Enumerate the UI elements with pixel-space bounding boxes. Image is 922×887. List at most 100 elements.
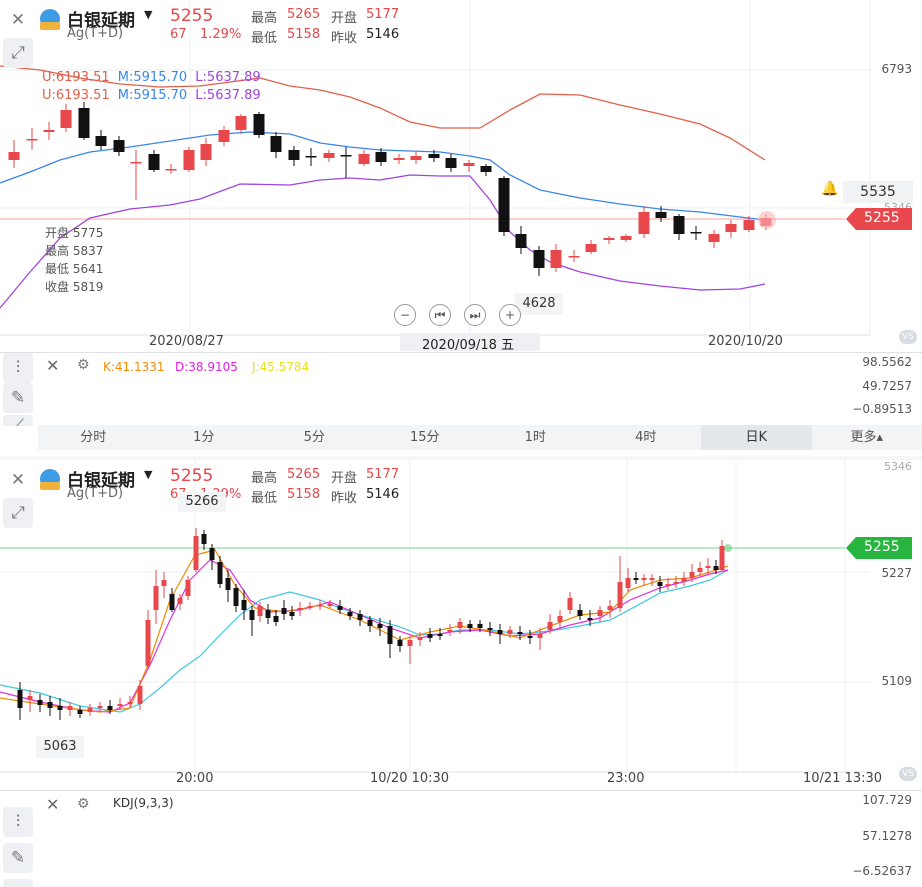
candle <box>87 708 93 712</box>
tab-1min[interactable]: 1分 <box>193 430 215 445</box>
candle <box>567 598 573 610</box>
candle <box>445 158 457 168</box>
panel-divider <box>0 456 922 460</box>
close-icon[interactable]: ✕ <box>46 356 60 375</box>
prev-close-value: 5146 <box>366 27 400 42</box>
instrument-name[interactable]: 白银延期 <box>67 471 135 491</box>
close-icon[interactable]: ✕ <box>10 10 26 30</box>
bottom-chart-panel: ✕ ⤢ 白银延期 ▼ Ag(T+D) 5255 67 1.29% 最高 5265… <box>0 460 922 790</box>
candle <box>607 606 613 610</box>
tab-more[interactable]: 更多▴ <box>850 430 884 445</box>
candle <box>719 546 725 570</box>
candle <box>617 582 623 608</box>
switch-icon[interactable]: VS <box>899 330 917 344</box>
tab-15min[interactable]: 15分 <box>409 430 440 445</box>
kdj-axis-bottom: −6.52637 <box>852 864 912 878</box>
zoom-out-button[interactable]: − <box>394 304 416 326</box>
kdj-panel-intraday: ⫶ ✎ ✕ ⚙ KDJ(9,3,3) 107.729 57.1278 −6.52… <box>0 790 922 887</box>
candle <box>265 610 271 618</box>
chevron-down-icon[interactable]: ▼ <box>144 468 153 481</box>
candle <box>137 686 143 704</box>
intraday-candles <box>17 528 725 720</box>
candle <box>340 155 352 157</box>
tab-1hour[interactable]: 1时 <box>524 430 546 445</box>
expand-icon[interactable]: ⤢ <box>3 38 33 68</box>
candle <box>515 234 527 248</box>
candle <box>169 594 175 610</box>
settings-icon[interactable]: ⚙ <box>77 357 90 373</box>
alert-price-box[interactable]: 5535 <box>843 181 913 203</box>
step-forward-button[interactable]: ⏭ <box>464 304 486 326</box>
candle <box>585 244 597 252</box>
daily-candles <box>8 102 772 276</box>
candle <box>233 588 239 606</box>
candle <box>27 696 33 700</box>
boll-legend-repeat: U:6193.51 M:5915.70 L:5637.89 <box>42 88 261 103</box>
tooltip-high-label: 最高 <box>45 244 70 258</box>
candle <box>253 114 265 135</box>
ma-orange-line <box>0 549 729 713</box>
candle <box>550 250 562 268</box>
settings-icon[interactable]: ⚙ <box>77 796 90 812</box>
candle <box>673 216 685 234</box>
candle <box>649 578 655 580</box>
candle <box>487 628 493 630</box>
logo-icon-base <box>40 22 60 30</box>
trend-icon[interactable]: ⟋ <box>3 415 33 426</box>
candle <box>165 169 177 171</box>
candle <box>273 616 279 622</box>
candle <box>17 690 23 708</box>
candle <box>467 624 473 628</box>
close-icon[interactable]: ✕ <box>46 795 60 814</box>
tab-daily[interactable]: 日K <box>701 425 812 450</box>
daily-chart-canvas[interactable] <box>0 0 922 352</box>
bell-icon[interactable]: 🔔 <box>821 181 839 197</box>
low-value: 5158 <box>287 27 321 42</box>
tab-timeshare[interactable]: 分时 <box>80 430 107 445</box>
candle <box>463 163 475 166</box>
tab-4hour[interactable]: 4时 <box>635 430 657 445</box>
candle <box>367 620 373 626</box>
candle <box>620 236 632 240</box>
pen-icon[interactable]: ✎ <box>3 843 33 873</box>
boll-m-value: M:5915.70 <box>117 88 188 103</box>
tab-5min[interactable]: 5分 <box>303 430 325 445</box>
prev-close-label: 昨收 <box>331 491 358 506</box>
candle <box>725 224 737 232</box>
candle <box>690 232 702 234</box>
kdj-axis-mid: 57.1278 <box>862 829 912 843</box>
candle <box>517 632 523 634</box>
candle <box>697 568 703 572</box>
candle <box>689 572 695 578</box>
candle <box>241 600 247 610</box>
pen-icon[interactable]: ✎ <box>3 383 33 413</box>
expand-icon[interactable]: ⤢ <box>3 498 33 528</box>
candle <box>625 578 631 588</box>
min-price-label: 4628 <box>515 293 563 315</box>
chevron-down-icon[interactable]: ▼ <box>144 8 153 21</box>
candle <box>257 606 263 616</box>
time-label: 23:00 <box>607 771 645 786</box>
candle <box>288 150 300 160</box>
switch-icon[interactable]: VS <box>899 767 917 781</box>
instrument-name[interactable]: 白银延期 <box>67 11 135 31</box>
candle <box>201 534 207 544</box>
candle <box>673 582 679 584</box>
tooltip-close: 5819 <box>72 280 104 294</box>
kdj-axis-mid: 49.7257 <box>862 379 912 393</box>
step-back-button[interactable]: ⏮ <box>429 304 451 326</box>
trend-icon[interactable] <box>3 879 33 887</box>
candlestick-icon[interactable]: ⫶ <box>3 807 33 837</box>
close-icon[interactable]: ✕ <box>10 470 26 490</box>
high-label: 最高 <box>251 471 278 486</box>
candle <box>407 640 413 646</box>
candle <box>78 108 90 138</box>
kdj-panel-daily: ⫶ ✎ ⟋ ✕ ⚙ K:41.1331 D:38.9105 J:45.5784 … <box>0 352 922 426</box>
zoom-in-button[interactable]: + <box>499 304 521 326</box>
candle <box>533 250 545 268</box>
open-value: 5177 <box>366 7 400 22</box>
kdj-axis-top: 98.5562 <box>862 355 912 369</box>
intraday-chart-canvas[interactable] <box>0 460 922 790</box>
candlestick-icon[interactable]: ⫶ <box>3 353 33 383</box>
candle <box>337 606 343 610</box>
